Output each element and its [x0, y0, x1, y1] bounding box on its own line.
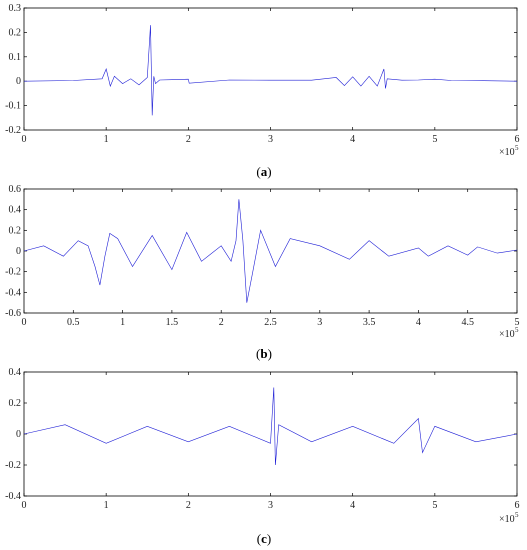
x-tick-label: 1 [104, 134, 109, 145]
x-exponent-label-b: ×10 [499, 329, 515, 340]
x-tick-label: 1.5 [166, 317, 179, 328]
caption-letter-b: b [260, 346, 267, 361]
y-tick-label: -0.2 [5, 460, 21, 471]
y-tick-label: 0.3 [9, 3, 22, 14]
y-tick-label: -0.1 [5, 101, 21, 112]
x-tick-label: 2 [186, 500, 191, 511]
y-tick-label: 0 [16, 246, 21, 257]
series-line [23, 25, 518, 116]
y-tick-label: 0.6 [9, 184, 22, 195]
x-tick-label: 4.5 [461, 317, 474, 328]
x-tick-label: 3 [268, 500, 273, 511]
x-tick-label: 4 [416, 317, 421, 328]
x-tick-label: 3 [268, 134, 273, 145]
x-tick-label: 3 [317, 317, 322, 328]
x-tick-label: 0 [22, 134, 27, 145]
x-tick-label: 0 [22, 500, 27, 511]
y-tick-label: 0.4 [9, 367, 22, 378]
y-tick-label: 0 [16, 76, 21, 87]
axes-frame [23, 371, 518, 497]
y-tick-label: -0.4 [5, 491, 21, 502]
plot-area-c: 0 1 2 3 4 5 6 -0.4 -0.2 0 0.2 0.4 [5, 367, 519, 511]
series-line [23, 387, 518, 466]
x-exponent-label-a: ×10 [499, 147, 515, 158]
caption-b: (b) [256, 346, 272, 361]
caption-letter-a: a [261, 164, 268, 179]
panel-a: 0 1 2 3 4 5 6-0.2-0.100.10.20.3 ×10 5 (a) [5, 3, 519, 179]
x-exponent-b: 5 [515, 326, 519, 334]
y-tick-label: 0.2 [9, 398, 22, 409]
y-tick-label: -0.4 [5, 287, 21, 298]
x-tick-label: 1 [104, 500, 109, 511]
x-exponent-a: 5 [515, 144, 519, 152]
x-tick-label: 4 [350, 500, 355, 511]
x-tick-label: 5 [432, 134, 437, 145]
x-exponent-label-c: ×10 [499, 514, 515, 525]
x-tick-label: 1 [120, 317, 125, 328]
y-tick-label: 0.1 [9, 52, 22, 63]
caption-a: (a) [256, 164, 271, 179]
y-tick-label: -0.6 [5, 308, 21, 319]
x-tick-label: 6 [515, 134, 520, 145]
x-tick-label: 2 [219, 317, 224, 328]
axes-frame [23, 188, 518, 314]
caption-c: (c) [257, 531, 271, 546]
y-tick-label: 0 [16, 429, 21, 440]
plot-area-a: 0 1 2 3 4 5 6 -0.2 -0.1 0 0.1 0.2 0.3 [5, 3, 519, 145]
plot-area-b: 0 0.5 1 1.5 2 2.5 3 3.5 4 4.5 5 -0.6 -0.4 -0.2 0 0.2 0.4… [5, 184, 519, 328]
y-tick-label: -0.2 [5, 125, 21, 136]
x-tick-label: 0.5 [67, 317, 80, 328]
x-tick-label: 3.5 [363, 317, 376, 328]
x-tick-label: 0 [22, 317, 27, 328]
y-tick-label: 0.4 [9, 205, 22, 216]
axes-frame [23, 7, 518, 131]
x-tick-label: 2.5 [264, 317, 277, 328]
panel-b: 0 0.5 1 1.5 2 2.5 3 3.5 4 4.5 5 -0.6 -0.4 -0.2 0 0.2 0.4… [5, 184, 519, 361]
x-tick-label: 5 [432, 500, 437, 511]
x-exponent-c: 5 [515, 511, 519, 519]
y-tick-label: -0.2 [5, 267, 21, 278]
y-tick-label: 0.2 [9, 225, 22, 236]
x-tick-label: 2 [186, 134, 191, 145]
series-line [23, 199, 518, 303]
panel-c: 0 1 2 3 4 5 6-0.4-0.200.20.4 ×10 5 (c) [5, 367, 519, 546]
x-tick-label: 4 [350, 134, 355, 145]
caption-letter-c: c [261, 531, 267, 546]
y-tick-label: 0.2 [9, 27, 22, 38]
x-tick-label: 6 [515, 500, 520, 511]
x-tick-label: 5 [515, 317, 520, 328]
